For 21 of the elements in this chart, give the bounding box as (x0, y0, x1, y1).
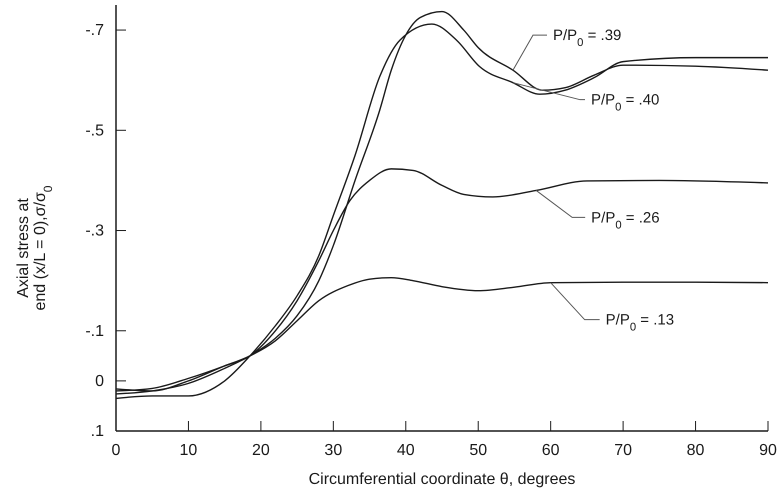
x-tick-label: 50 (469, 442, 488, 459)
y-tick-label: -.5 (85, 122, 104, 140)
y-tick-label: -.7 (85, 22, 104, 40)
y-tick-label: -.1 (85, 322, 104, 340)
y-tick-label: -.3 (85, 222, 104, 240)
x-tick-label: 80 (686, 442, 705, 459)
x-tick-label: 30 (324, 442, 342, 459)
x-tick-label: 0 (112, 442, 121, 459)
x-tick-label: 10 (180, 442, 198, 459)
series-label: P/P$_{0}$ = .39 (552, 27, 622, 50)
x-tick-label: 20 (252, 442, 270, 459)
x-tick-label: 40 (396, 442, 415, 459)
x-tick-label: 70 (614, 442, 632, 459)
y-tick-label: .1 (90, 423, 104, 440)
y-tick-label: 0 (95, 372, 104, 390)
x-axis-title: Circumferential coordinate θ, degrees (308, 471, 576, 488)
series-label: P/P$_{0}$ = .26 (591, 209, 660, 232)
x-tick-label: 60 (542, 442, 560, 459)
x-tick-label: 90 (759, 442, 777, 459)
series-label: P/P$_{0}$ = .13 (606, 312, 674, 334)
series-label: P/P$_{0}$ = .40 (590, 92, 660, 114)
